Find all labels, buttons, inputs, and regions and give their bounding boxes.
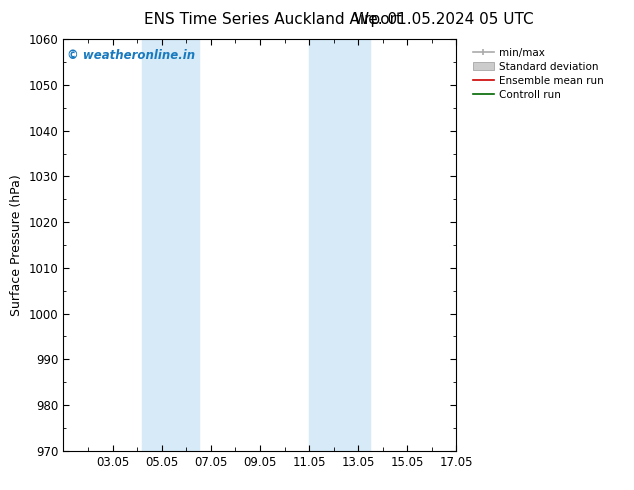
- Bar: [333, 39, 370, 451]
- Y-axis label: Surface Pressure (hPa): Surface Pressure (hPa): [10, 174, 23, 316]
- Bar: [309, 39, 333, 451]
- Bar: [142, 39, 162, 451]
- Text: ENS Time Series Auckland Airport: ENS Time Series Auckland Airport: [144, 12, 401, 27]
- Bar: [162, 39, 198, 451]
- Text: © weatheronline.in: © weatheronline.in: [67, 49, 195, 63]
- Legend: min/max, Standard deviation, Ensemble mean run, Controll run: min/max, Standard deviation, Ensemble me…: [470, 45, 607, 103]
- Text: We. 01.05.2024 05 UTC: We. 01.05.2024 05 UTC: [354, 12, 534, 27]
